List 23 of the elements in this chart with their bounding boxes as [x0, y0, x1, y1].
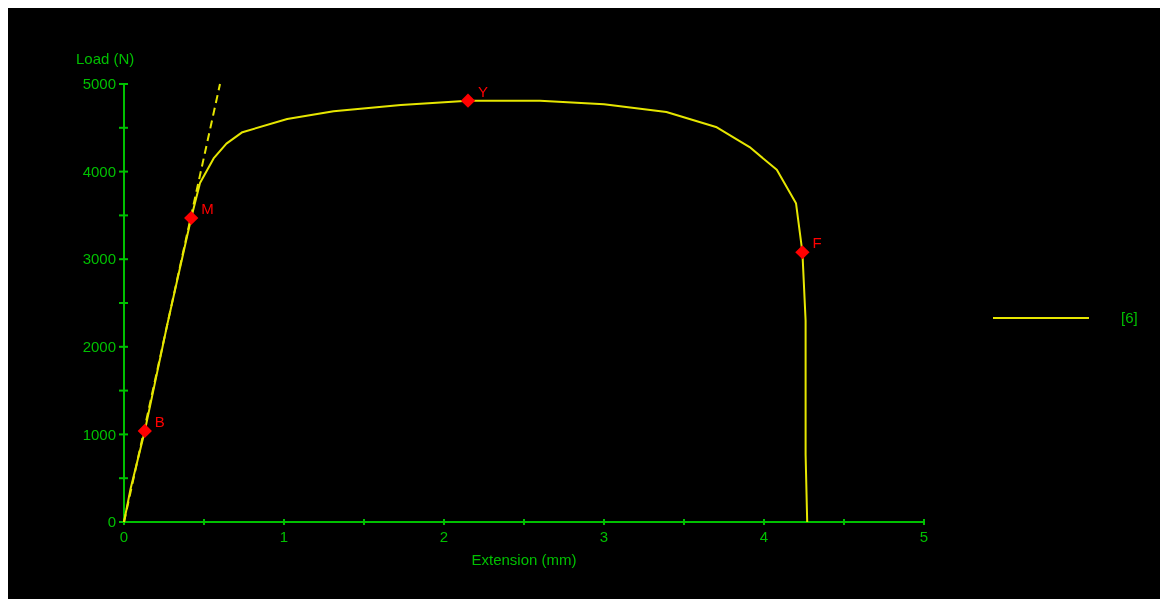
- y-tick-label: 5000: [82, 75, 116, 93]
- y-tick-label: 2000: [82, 338, 116, 356]
- y-tick-label: 0: [107, 513, 116, 531]
- x-tick-label: 4: [759, 528, 769, 545]
- y-tick-label: 1000: [82, 425, 116, 443]
- x-tick-label: 3: [599, 528, 609, 545]
- y-tick-label: 4000: [82, 162, 116, 180]
- x-tick-label: 1: [279, 528, 289, 545]
- text: [6]: [1121, 309, 1138, 327]
- point: [137, 423, 152, 438]
- annotation: M: [201, 200, 214, 218]
- point: [184, 210, 199, 226]
- x-tick-label: 5: [919, 528, 929, 545]
- annotation: Y: [478, 82, 489, 100]
- x-tick-label: 2: [439, 528, 449, 545]
- annotation: F: [812, 234, 822, 252]
- y-tick-label: 3000: [82, 250, 116, 268]
- y-axis-title: Load (N): [76, 50, 135, 67]
- annotation: B: [154, 412, 165, 430]
- x-axis-title: Extension (mm): [471, 551, 577, 568]
- point: [460, 93, 476, 108]
- point: [795, 245, 810, 260]
- x-tick-label: 0: [119, 528, 129, 545]
